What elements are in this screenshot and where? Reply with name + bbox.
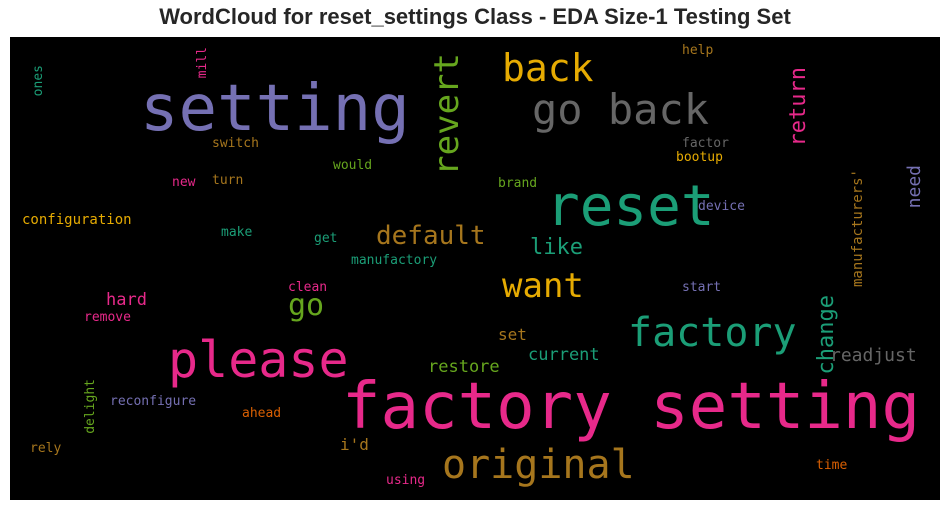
word-please: please [168, 331, 349, 389]
word-brand: brand [498, 176, 538, 191]
word-delight: delight [83, 379, 98, 434]
word-factory-setting: factory setting [342, 370, 920, 444]
word-remove: remove [84, 310, 131, 325]
word-cloud: factory setting setting reset please go … [10, 37, 940, 500]
word-like: like [530, 235, 583, 260]
word-need: need [904, 165, 925, 209]
word-revert: revert [427, 53, 467, 176]
word-back: back [502, 46, 594, 90]
word-get: get [314, 231, 338, 246]
word-make: make [221, 225, 253, 240]
word-want: want [502, 266, 584, 306]
word-using: using [386, 473, 426, 488]
word-ahead: ahead [242, 406, 282, 421]
word-go: go [288, 288, 325, 323]
word-ones: ones [31, 65, 46, 97]
word-readjust: readjust [830, 345, 917, 366]
word-go-back: go back [532, 85, 710, 134]
word-factor: factor [682, 136, 729, 151]
word-reset: reset [546, 174, 715, 239]
word-original: original [442, 442, 635, 488]
word-reconfigure: reconfigure [110, 394, 197, 409]
word-restore: restore [428, 357, 500, 377]
word-current: current [528, 345, 600, 365]
word-default: default [376, 221, 486, 251]
word-device: device [698, 199, 745, 214]
word-clean: clean [288, 280, 328, 295]
word-would: would [333, 158, 373, 173]
word-manufacturers: manufacturers' [850, 169, 866, 288]
word-switch: switch [212, 136, 259, 151]
page-title: WordCloud for reset_settings Class - EDA… [159, 4, 791, 29]
word-setting: setting [140, 72, 410, 146]
word-set: set [498, 325, 527, 344]
word-new: new [172, 175, 196, 190]
word-mill: mill [195, 47, 210, 79]
word-help: help [682, 43, 714, 58]
word-bootup: bootup [676, 150, 723, 165]
word-return: return [786, 67, 811, 147]
word-factory: factory [628, 310, 797, 356]
word-configuration: configuration [22, 212, 132, 228]
word-hard: hard [106, 290, 147, 310]
word-rely: rely [30, 441, 62, 456]
word-time: time [816, 458, 848, 473]
word-id: i'd [340, 435, 369, 454]
word-start: start [682, 280, 722, 295]
word-manufactory: manufactory [351, 253, 438, 268]
word-turn: turn [212, 173, 244, 188]
